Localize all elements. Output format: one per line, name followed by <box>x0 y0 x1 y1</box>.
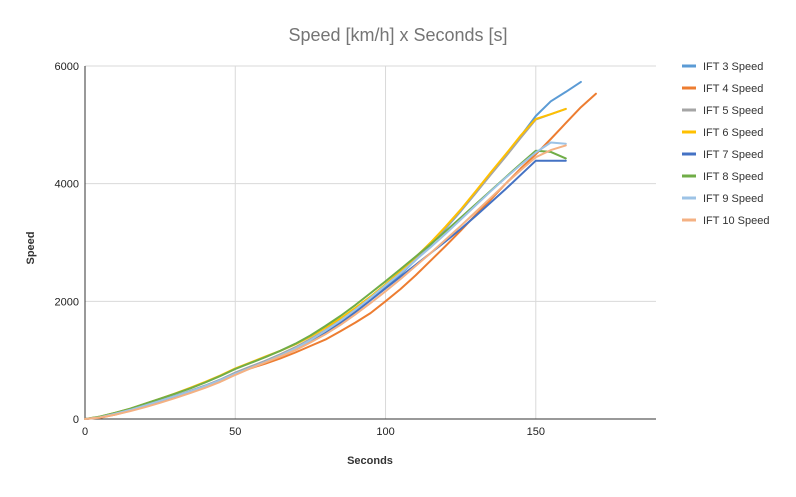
axes <box>84 66 656 420</box>
y-tick-label: 2000 <box>55 296 79 308</box>
chart-title: Speed [km/h] x Seconds [s] <box>288 25 507 45</box>
y-tick-label: 6000 <box>55 61 79 73</box>
x-tick-label: 50 <box>229 426 241 438</box>
y-axis-label: Speed <box>25 231 37 264</box>
legend-label-ift-9-speed: IFT 9 Speed <box>703 193 763 205</box>
legend-label-ift-4-speed: IFT 4 Speed <box>703 83 763 95</box>
x-tick-label: 0 <box>82 426 88 438</box>
legend-label-ift-10-speed: IFT 10 Speed <box>703 215 769 227</box>
legend-label-ift-8-speed: IFT 8 Speed <box>703 171 763 183</box>
tick-labels: 0 2000 4000 6000 0 50 100 150 <box>55 61 545 438</box>
gridlines <box>85 65 656 419</box>
x-tick-label: 150 <box>527 426 545 438</box>
legend-label-ift-3-speed: IFT 3 Speed <box>703 61 763 73</box>
legend-label-ift-6-speed: IFT 6 Speed <box>703 127 763 139</box>
series-lines <box>84 80 597 420</box>
x-axis-label: Seconds <box>347 455 393 467</box>
series-line-ift-9-speed <box>84 141 567 420</box>
series-line-ift-10-speed <box>84 144 567 420</box>
legend: IFT 3 Speed IFT 4 Speed IFT 5 Speed IFT 6 S… <box>682 61 769 227</box>
y-tick-label: 4000 <box>55 179 79 191</box>
x-tick-label: 100 <box>376 426 394 438</box>
y-tick-label: 0 <box>73 414 79 426</box>
legend-label-ift-5-speed: IFT 5 Speed <box>703 105 763 117</box>
legend-label-ift-7-speed: IFT 7 Speed <box>703 149 763 161</box>
